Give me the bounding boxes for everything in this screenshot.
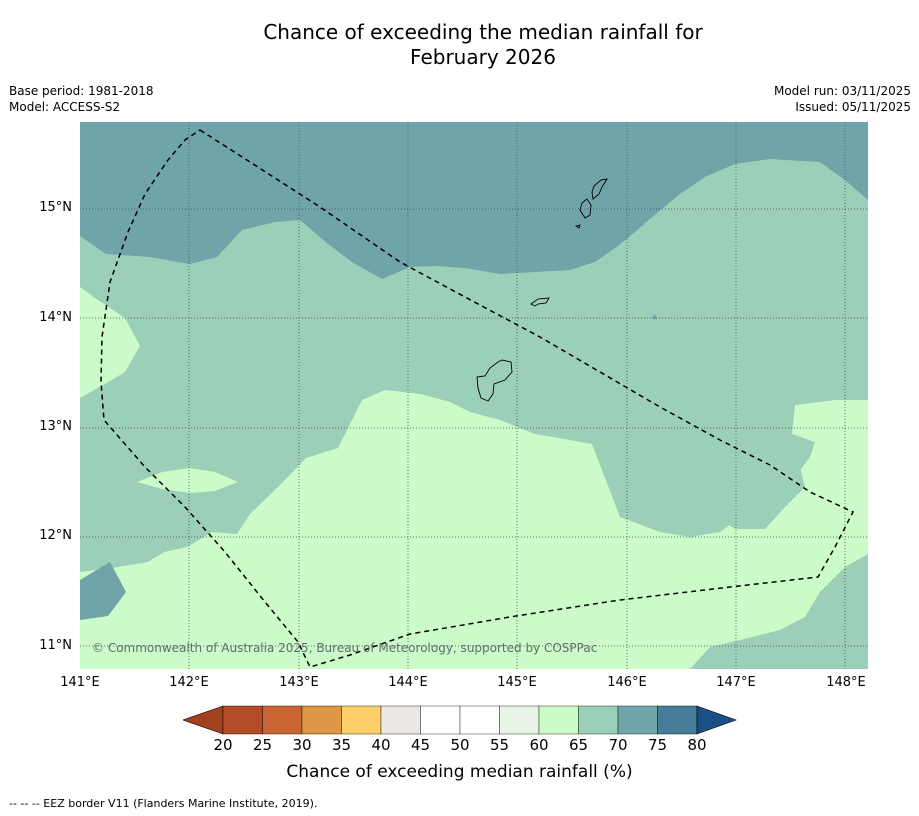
colorbar-segment [657, 705, 698, 735]
category-65-70-area [665, 429, 805, 529]
category-70-75-area [80, 562, 126, 620]
colorbar-tick-label: 30 [292, 736, 312, 754]
colorbar-segment [380, 705, 421, 735]
lon-label-146e: 146°E [607, 675, 647, 690]
island-saipan [591, 178, 608, 200]
colorbar-tick-label: 60 [529, 736, 549, 754]
colorbar-label: Chance of exceeding median rainfall (%) [286, 762, 633, 782]
map-svg [80, 122, 868, 669]
title-line-2: February 2026 [410, 45, 556, 69]
colorbar-segment [617, 705, 658, 735]
model-run: Model run: 03/11/2025 [773, 84, 911, 98]
colorbar-segment [538, 705, 579, 735]
colorbar-tick-label: 65 [568, 736, 589, 754]
island-tinian [579, 198, 592, 219]
base-period: Base period: 1981-2018 [9, 84, 154, 98]
island-outlines [476, 178, 608, 402]
gridlines [80, 122, 868, 669]
lon-label-144e: 144°E [388, 675, 428, 690]
category-60-65-area [457, 475, 500, 488]
island-aguijan [574, 224, 581, 229]
lon-label-142e: 142°E [169, 675, 209, 690]
issued-date: Issued: 05/11/2025 [795, 100, 911, 114]
title-line-1: Chance of exceeding the median rainfall … [263, 20, 703, 44]
colorbar-tick-label: 70 [608, 736, 628, 754]
colorbar-segment [262, 705, 303, 735]
lat-label-14n: 14°N [39, 310, 72, 325]
lon-label-141e: 141°E [60, 675, 100, 690]
colorbar-tick-label: 25 [252, 736, 273, 754]
colorbar-segment [499, 705, 540, 735]
model-name: Model: ACCESS-S2 [9, 100, 121, 114]
meta-left: Base period: 1981-2018 Model: ACCESS-S2 [9, 83, 154, 115]
chart-title: Chance of exceeding the median rainfall … [0, 20, 919, 70]
eez-border [100, 129, 855, 668]
map-panel: © Commonwealth of Australia 2025, Bureau… [80, 122, 868, 669]
lon-label-148e: 148°E [826, 675, 866, 690]
colorbar-over-arrow [696, 705, 737, 735]
lat-label-15n: 15°N [39, 200, 72, 215]
colorbar [183, 705, 737, 735]
category-65-70-area [690, 554, 868, 669]
colorbar-tick-label: 75 [647, 736, 668, 754]
island-guam [476, 359, 513, 402]
colorbar-segment [459, 705, 500, 735]
category-60-65-area [137, 468, 238, 493]
colorbar-segment [301, 705, 342, 735]
colorbar-tick-label: 45 [410, 736, 431, 754]
colorbar-tick-label: 50 [450, 736, 470, 754]
lat-label-11n: 11°N [39, 638, 72, 653]
copyright-notice: © Commonwealth of Australia 2025, Bureau… [92, 641, 598, 655]
lon-label-147e: 147°E [716, 675, 756, 690]
colorbar-segment [420, 705, 461, 735]
meta-right: Model run: 03/11/2025 Issued: 05/11/2025 [774, 83, 911, 115]
colorbar-tick-label: 40 [371, 736, 391, 754]
lat-label-13n: 13°N [39, 419, 72, 434]
island-rota [530, 297, 550, 307]
eez-footnote: -- -- -- EEZ border V11 (Flanders Marine… [9, 797, 318, 810]
colorbar-under-arrow [183, 705, 224, 735]
category-60-65-area [258, 632, 338, 669]
colorbar-segment [578, 705, 619, 735]
colorbar-tick-label: 80 [687, 736, 707, 754]
category-70-75-area [80, 122, 868, 279]
lon-label-145e: 145°E [497, 675, 537, 690]
colorbar-segment [222, 705, 263, 735]
colorbar-tick-label: 55 [489, 736, 510, 754]
lon-label-143e: 143°E [279, 675, 319, 690]
colorbar-segment [341, 705, 382, 735]
lat-label-12n: 12°N [39, 528, 72, 543]
map-border [80, 122, 868, 669]
colorbar-tick-label: 20 [213, 736, 233, 754]
colorbar-tick-label: 35 [331, 736, 352, 754]
category-60-65-area [80, 287, 140, 398]
category-70-75-area [652, 314, 657, 320]
